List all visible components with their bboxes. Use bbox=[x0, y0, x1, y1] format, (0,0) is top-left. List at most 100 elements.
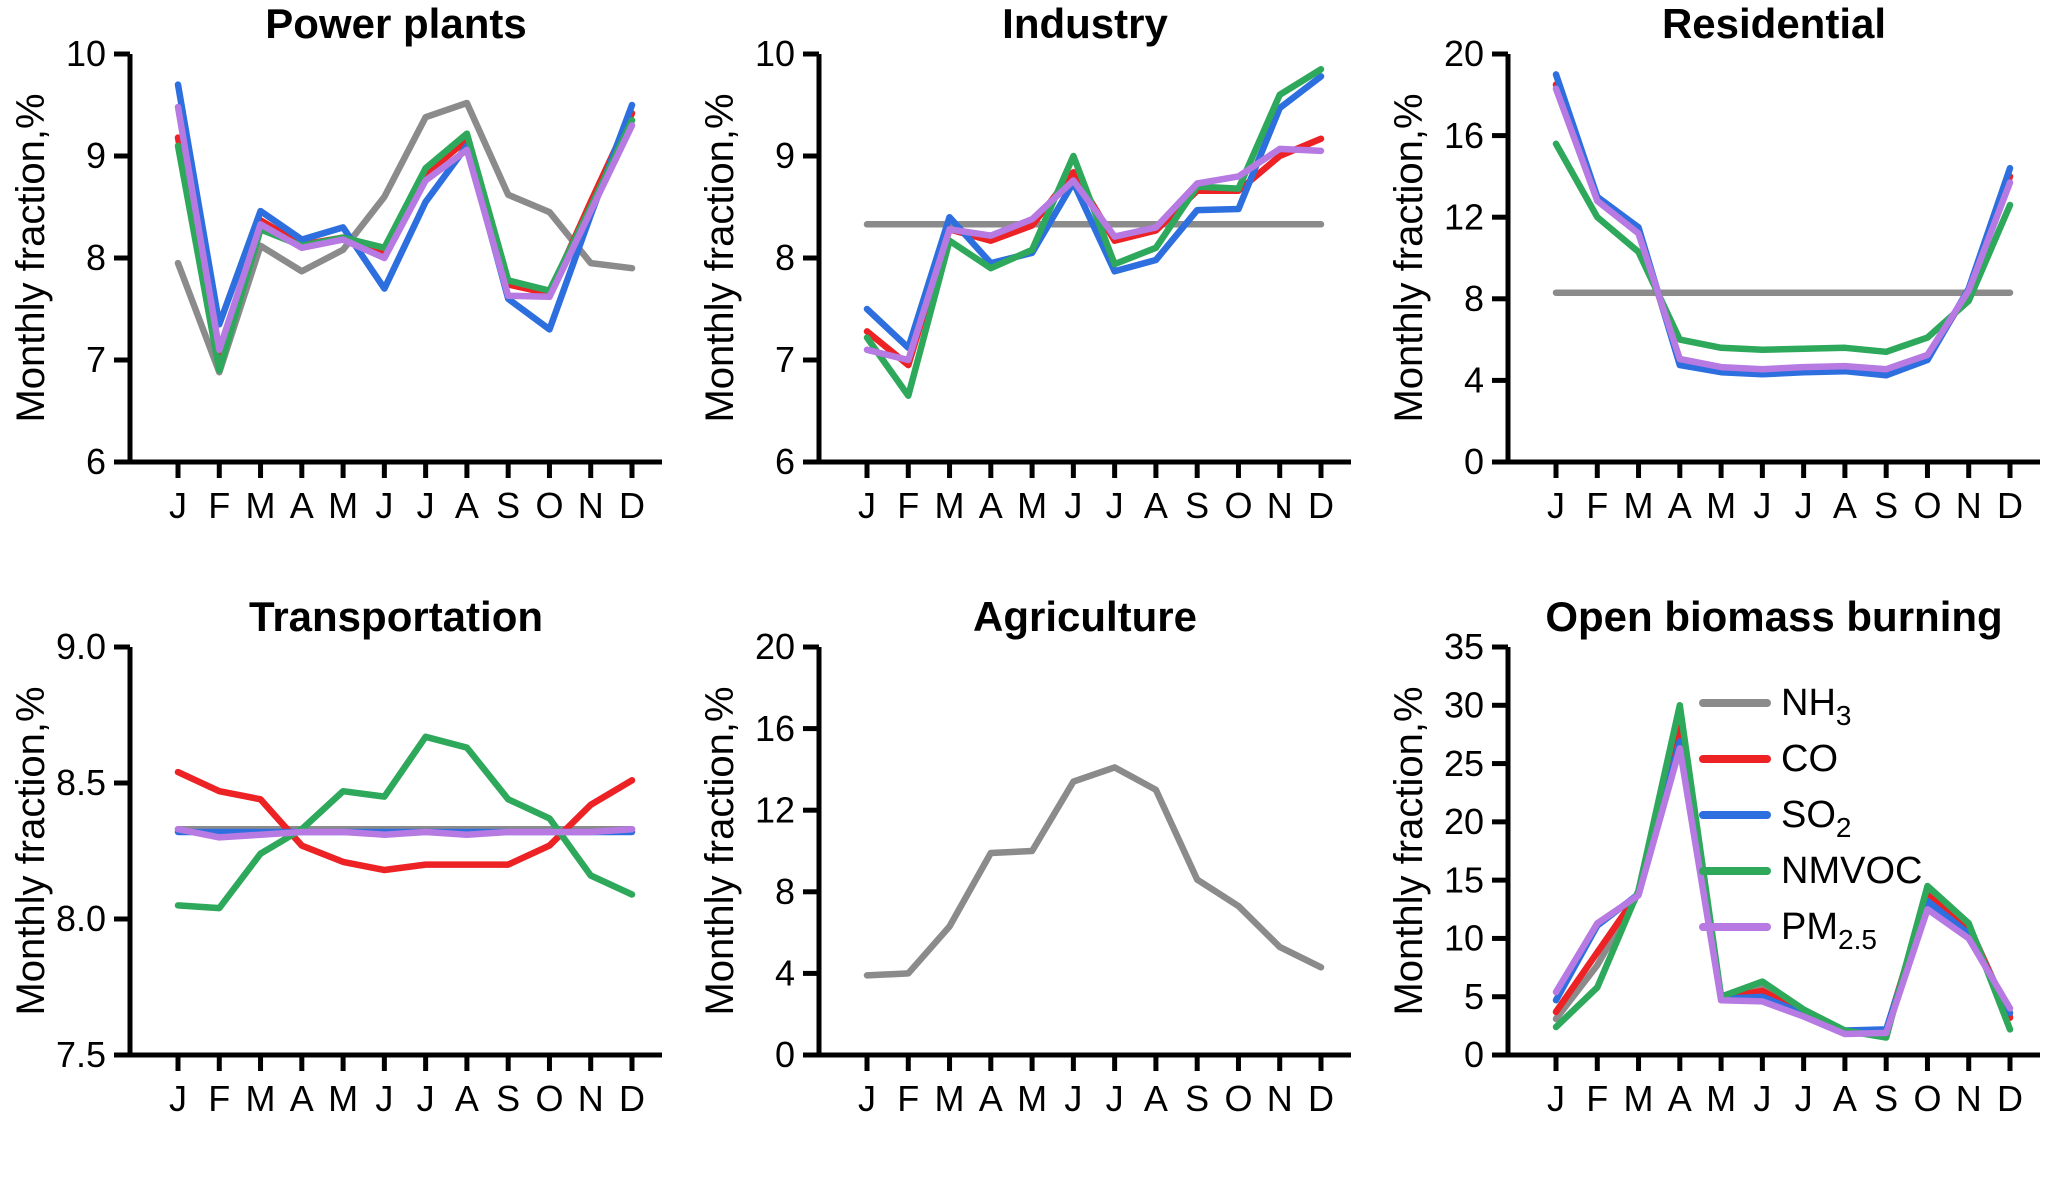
y-tick-label: 20 bbox=[755, 626, 795, 667]
x-tick-label-month: N bbox=[1267, 485, 1293, 526]
x-tick-label-month: M bbox=[935, 485, 965, 526]
x-tick-label-month: A bbox=[979, 1078, 1003, 1119]
x-tick-label-month: J bbox=[1547, 1078, 1565, 1119]
x-tick-label-month: J bbox=[375, 485, 393, 526]
legend-item-pm2-5: PM2.5 bbox=[1699, 906, 1877, 955]
panel-title: Industry bbox=[1002, 0, 1168, 47]
y-tick-label: 0 bbox=[1464, 1034, 1484, 1075]
x-tick-label-month: A bbox=[1668, 485, 1692, 526]
x-tick-label-month: J bbox=[1064, 485, 1082, 526]
y-tick-label: 8.5 bbox=[56, 762, 106, 803]
x-tick-label-month: D bbox=[1997, 1078, 2023, 1119]
series-line-pm2-5 bbox=[1552, 745, 2014, 1038]
x-tick-label-month: N bbox=[578, 1078, 604, 1119]
legend-label-pm2-5: PM2.5 bbox=[1781, 906, 1877, 955]
y-axis-label: Monthly fraction,% bbox=[1387, 93, 1431, 422]
y-tick-label: 8 bbox=[1464, 278, 1484, 319]
x-tick-label-month: F bbox=[208, 485, 230, 526]
x-tick-label-month: D bbox=[619, 1078, 645, 1119]
series-line-so2 bbox=[863, 73, 1325, 352]
x-tick-label-month: A bbox=[1833, 485, 1857, 526]
x-tick-label-month: A bbox=[455, 485, 479, 526]
y-tick-label: 8 bbox=[775, 871, 795, 912]
y-tick-label: 25 bbox=[1444, 743, 1484, 784]
x-tick-label-month: M bbox=[1624, 485, 1654, 526]
series-line-co bbox=[174, 768, 636, 874]
x-tick-label-month: A bbox=[979, 485, 1003, 526]
x-tick-label-month: J bbox=[169, 485, 187, 526]
legend-label-nh3: NH3 bbox=[1781, 682, 1851, 731]
legend-item-co: CO bbox=[1699, 738, 1838, 780]
x-tick-label-month: S bbox=[1185, 485, 1209, 526]
series-line-pm2-5 bbox=[1552, 85, 2014, 373]
x-tick-label-month: J bbox=[858, 1078, 876, 1119]
legend-label-co: CO bbox=[1781, 738, 1838, 780]
y-tick-label: 9 bbox=[86, 135, 106, 176]
y-tick-label: 12 bbox=[1444, 196, 1484, 237]
x-tick-label-month: A bbox=[290, 485, 314, 526]
axes bbox=[127, 647, 662, 1058]
series-line-nmvoc bbox=[1552, 702, 2014, 1041]
x-tick-label-month: O bbox=[1224, 485, 1252, 526]
x-tick-label-month: S bbox=[1874, 1078, 1898, 1119]
x-tick-label-month: F bbox=[897, 485, 919, 526]
x-tick-label-month: S bbox=[1874, 485, 1898, 526]
y-axis-label: Monthly fraction,% bbox=[9, 686, 53, 1015]
x-tick-label-month: J bbox=[1795, 1078, 1813, 1119]
x-tick-label-month: S bbox=[1185, 1078, 1209, 1119]
x-tick-label-month: S bbox=[496, 1078, 520, 1119]
y-tick-label: 9.0 bbox=[56, 626, 106, 667]
x-tick-label-month: J bbox=[1795, 485, 1813, 526]
x-tick-label-month: J bbox=[417, 485, 435, 526]
series-line-nmvoc bbox=[1552, 140, 2014, 356]
x-tick-label-month: J bbox=[1753, 485, 1771, 526]
x-tick-label-month: O bbox=[1224, 1078, 1252, 1119]
legend-item-nmvoc: NMVOC bbox=[1699, 850, 1922, 892]
axes bbox=[1505, 54, 2040, 465]
y-tick-label: 4 bbox=[1464, 360, 1484, 401]
x-tick-label-month: O bbox=[1913, 1078, 1941, 1119]
y-axis-label: Monthly fraction,% bbox=[698, 93, 742, 422]
panel-title: Residential bbox=[1662, 0, 1886, 47]
x-tick-label-month: M bbox=[1706, 1078, 1736, 1119]
y-axis-label: Monthly fraction,% bbox=[9, 93, 53, 422]
y-tick-label: 4 bbox=[775, 953, 795, 994]
series-line-co bbox=[174, 109, 636, 362]
x-tick-label-month: A bbox=[290, 1078, 314, 1119]
y-tick-label: 10 bbox=[1444, 918, 1484, 959]
x-tick-label-month: J bbox=[417, 1078, 435, 1119]
y-tick-label: 7.5 bbox=[56, 1034, 106, 1075]
panel-title: Transportation bbox=[249, 593, 543, 640]
x-tick-label-month: M bbox=[328, 485, 358, 526]
y-tick-label: 15 bbox=[1444, 859, 1484, 900]
series-line-pm2-5 bbox=[174, 103, 636, 354]
y-tick-label: 20 bbox=[1444, 33, 1484, 74]
y-tick-label: 8 bbox=[775, 237, 795, 278]
x-tick-label-month: J bbox=[1753, 1078, 1771, 1119]
y-tick-label: 8 bbox=[86, 237, 106, 278]
x-tick-label-month: M bbox=[1017, 1078, 1047, 1119]
series-line-nmvoc bbox=[174, 733, 636, 912]
x-tick-label-month: A bbox=[1833, 1078, 1857, 1119]
x-tick-label-month: N bbox=[1956, 1078, 1982, 1119]
x-tick-label-month: M bbox=[935, 1078, 965, 1119]
x-tick-label-month: N bbox=[578, 485, 604, 526]
y-tick-label: 20 bbox=[1444, 801, 1484, 842]
y-tick-label: 0 bbox=[1464, 441, 1484, 482]
series-line-so2 bbox=[174, 81, 636, 333]
panel-title: Power plants bbox=[265, 0, 526, 47]
y-tick-label: 10 bbox=[66, 33, 106, 74]
x-tick-label-month: F bbox=[897, 1078, 919, 1119]
legend-item-nh3: NH3 bbox=[1699, 682, 1851, 731]
y-tick-label: 30 bbox=[1444, 685, 1484, 726]
y-tick-label: 7 bbox=[775, 339, 795, 380]
x-tick-label-month: A bbox=[455, 1078, 479, 1119]
y-axis-label: Monthly fraction,% bbox=[1387, 686, 1431, 1015]
x-tick-label-month: J bbox=[169, 1078, 187, 1119]
x-tick-label-month: A bbox=[1144, 485, 1168, 526]
x-tick-label-month: D bbox=[1308, 485, 1334, 526]
x-tick-label-month: N bbox=[1267, 1078, 1293, 1119]
y-tick-label: 5 bbox=[1464, 976, 1484, 1017]
x-tick-label-month: M bbox=[246, 485, 276, 526]
